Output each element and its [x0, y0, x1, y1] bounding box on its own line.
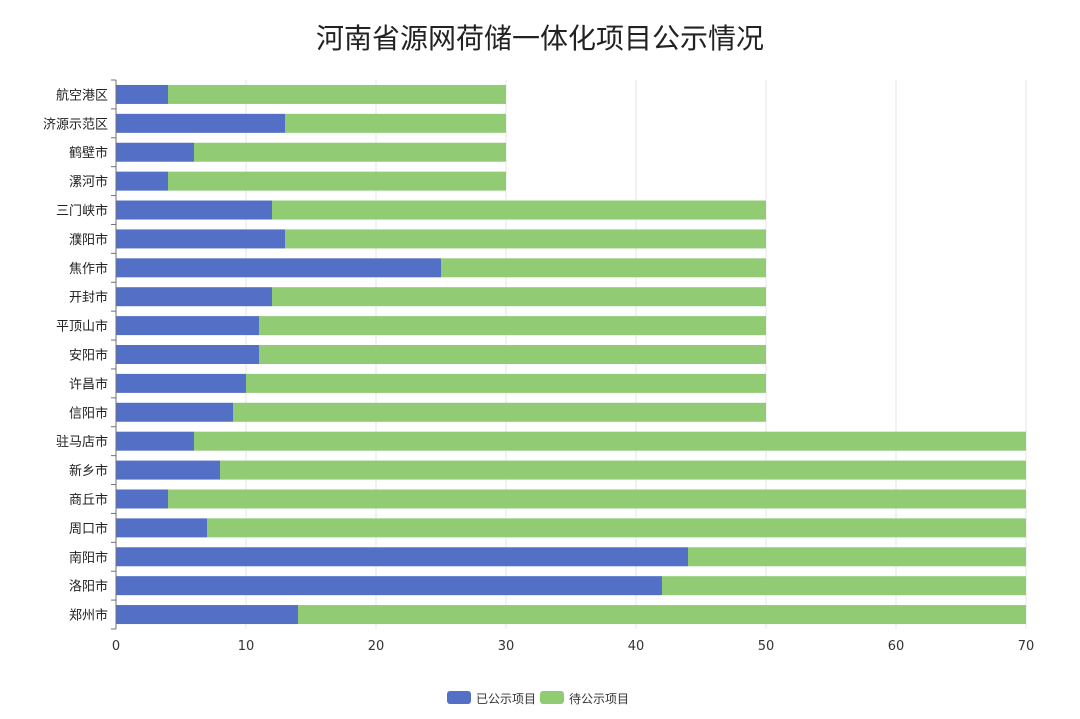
bar-segment-pending[interactable]: [168, 489, 1026, 509]
bar-segment-published[interactable]: [116, 547, 688, 567]
y-category-label: 开封市: [69, 290, 108, 306]
y-category-label: 航空港区: [56, 87, 108, 103]
bar-segment-pending[interactable]: [233, 402, 766, 422]
bar-segment-pending[interactable]: [259, 345, 766, 364]
bar-segment-published[interactable]: [116, 316, 259, 336]
bar-segment-published[interactable]: [116, 431, 194, 451]
bar-segment-pending[interactable]: [220, 460, 1026, 480]
y-category-label: 周口市: [69, 521, 108, 537]
bar-segment-published[interactable]: [116, 84, 168, 104]
legend-item[interactable]: 已公示项目: [447, 691, 536, 706]
bar-segment-pending[interactable]: [168, 84, 506, 104]
bar-segment-published[interactable]: [116, 489, 168, 509]
y-category-label: 濮阳市: [69, 232, 108, 248]
legend-label: 待公示项目: [569, 692, 629, 706]
bar-segment-published[interactable]: [116, 576, 662, 596]
bar-segment-published[interactable]: [116, 518, 207, 538]
bar-segment-pending[interactable]: [298, 605, 1026, 625]
y-category-label: 信阳市: [69, 405, 108, 421]
legend-label: 已公示项目: [476, 692, 536, 706]
x-tick-label: 70: [1018, 639, 1035, 654]
x-tick-label: 60: [888, 639, 905, 654]
y-category-label: 焦作市: [69, 261, 108, 277]
y-axis: 航空港区济源示范区鹤壁市漯河市三门峡市濮阳市焦作市开封市平顶山市安阳市许昌市信阳…: [43, 79, 117, 630]
x-tick-label: 40: [628, 639, 645, 654]
bar-segment-published[interactable]: [116, 200, 272, 220]
bar-segment-pending[interactable]: [207, 518, 1026, 538]
legend-swatch: [540, 691, 564, 704]
y-category-label: 洛阳市: [69, 579, 108, 595]
bar-segment-pending[interactable]: [662, 576, 1026, 596]
bar-segment-published[interactable]: [116, 229, 285, 249]
bar-segment-pending[interactable]: [194, 142, 506, 162]
y-category-label: 漯河市: [69, 174, 108, 190]
bar-segment-pending[interactable]: [246, 373, 766, 393]
bar-segment-published[interactable]: [116, 113, 285, 133]
bar-segment-pending[interactable]: [168, 171, 506, 191]
x-tick-label: 50: [758, 639, 775, 654]
y-category-label: 许昌市: [69, 376, 108, 392]
bar-segment-pending[interactable]: [194, 431, 1026, 451]
legend-swatch: [447, 691, 471, 704]
bar-segment-published[interactable]: [116, 460, 220, 480]
bar-segment-pending[interactable]: [272, 287, 766, 307]
x-tick-label: 10: [238, 639, 255, 654]
bar-segment-published[interactable]: [116, 171, 168, 191]
y-category-label: 郑州市: [69, 608, 108, 624]
bar-segment-pending[interactable]: [285, 229, 766, 249]
bar-segment-published[interactable]: [116, 258, 441, 278]
bar-segment-published[interactable]: [116, 373, 246, 393]
bar-segment-pending[interactable]: [272, 200, 766, 220]
bar-segment-published[interactable]: [116, 402, 233, 422]
y-category-label: 安阳市: [69, 348, 108, 364]
y-category-label: 三门峡市: [56, 203, 108, 219]
bar-segment-pending[interactable]: [441, 258, 766, 278]
bar-segment-pending[interactable]: [285, 113, 506, 133]
bar-segment-published[interactable]: [116, 287, 272, 307]
x-tick-label: 0: [112, 639, 120, 654]
y-category-label: 平顶山市: [56, 319, 108, 335]
x-axis: 0 10 20 30 40 50 60 70: [112, 639, 1034, 654]
x-tick-label: 30: [498, 639, 515, 654]
y-category-label: 济源示范区: [43, 117, 108, 132]
x-tick-label: 20: [368, 639, 385, 654]
chart-title: 河南省源网荷储一体化项目公示情况: [316, 22, 764, 55]
bar-segment-published[interactable]: [116, 142, 194, 162]
bars: [116, 84, 1026, 625]
y-category-label: 商丘市: [69, 492, 108, 508]
y-category-label: 鹤壁市: [69, 145, 108, 161]
bar-segment-pending[interactable]: [259, 316, 766, 336]
y-category-label: 新乡市: [69, 463, 108, 479]
bar-segment-published[interactable]: [116, 605, 298, 625]
y-category-label: 驻马店市: [56, 434, 108, 450]
bar-segment-pending[interactable]: [688, 547, 1026, 567]
legend[interactable]: 已公示项目 待公示项目: [447, 691, 629, 706]
legend-item[interactable]: 待公示项目: [540, 691, 629, 706]
y-category-label: 南阳市: [69, 550, 108, 566]
bar-segment-published[interactable]: [116, 345, 259, 364]
